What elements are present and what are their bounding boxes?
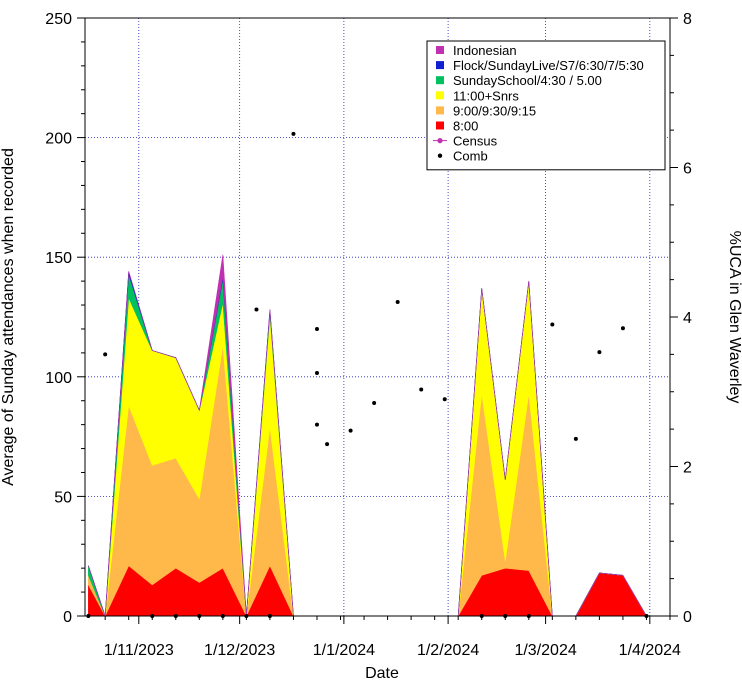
legend-label: 8:00	[453, 119, 478, 134]
y-axis-label: Average of Sunday attendances when recor…	[0, 148, 17, 486]
legend-comb-marker	[437, 153, 443, 158]
legend: IndonesianFlock/SundayLive/S7/6:30/7/5:3…	[426, 40, 666, 171]
legend-label: 11:00+Snrs	[453, 88, 519, 103]
comb-point	[314, 371, 319, 376]
comb-point	[348, 428, 353, 433]
y2-tick-label: 0	[683, 609, 692, 626]
x-tick-label: 1/2/2024	[417, 642, 479, 659]
x-axis-label: Date	[365, 665, 399, 682]
legend-box	[426, 40, 666, 171]
comb-point	[550, 322, 555, 327]
comb-point	[254, 307, 259, 312]
y2-axis-label: %UCA in Glen Waverley	[726, 231, 742, 404]
legend-swatch	[436, 106, 444, 115]
legend-swatch	[436, 91, 444, 100]
legend-label: SundaySchool/4:30 / 5.00	[453, 73, 602, 88]
x-tick-label: 1/11/2023	[104, 642, 174, 659]
y-tick-label: 0	[63, 609, 72, 626]
legend-label: Census	[453, 134, 498, 149]
comb-point	[103, 352, 108, 357]
y-axis-left: 0 50 100 150 200 250	[45, 11, 85, 626]
comb-point	[395, 300, 400, 305]
y-tick-label: 200	[45, 131, 72, 148]
legend-swatch	[436, 121, 444, 130]
legend-census-marker	[437, 138, 443, 144]
legend-label: Indonesian	[453, 43, 517, 58]
y2-tick-label: 4	[683, 310, 692, 327]
legend-swatch	[436, 61, 444, 70]
x-tick-label: 1/4/2024	[619, 642, 681, 659]
legend-label: 9:00/9:30/9:15	[453, 103, 536, 118]
x-axis: 1/11/2023 1/12/2023 1/1/2024 1/2/2024 1/3/20…	[104, 616, 681, 659]
comb-point	[597, 350, 602, 355]
comb-point	[314, 422, 319, 427]
x-tick-label: 1/3/2024	[514, 642, 576, 659]
comb-point	[620, 326, 625, 331]
y2-tick-label: 6	[683, 161, 692, 178]
comb-point	[325, 442, 330, 447]
y-axis-right: 0 2 4 6 8	[670, 11, 692, 626]
comb-point	[314, 326, 319, 331]
comb-point	[372, 400, 377, 405]
legend-label: Comb	[453, 149, 488, 164]
comb-point	[573, 436, 578, 441]
y-tick-label: 150	[45, 250, 72, 267]
y2-tick-label: 2	[683, 460, 692, 477]
x-tick-label: 1/1/2024	[313, 642, 375, 659]
legend-swatch	[436, 76, 444, 85]
comb-point	[291, 131, 296, 136]
y-tick-label: 100	[45, 370, 72, 387]
comb-point	[419, 387, 424, 392]
legend-label: Flock/SundayLive/S7/6:30/7/5:30	[453, 58, 644, 73]
y-tick-label: 50	[54, 489, 72, 506]
y2-tick-label: 8	[683, 11, 692, 28]
legend-swatch	[436, 46, 444, 54]
y-tick-label: 250	[45, 11, 72, 28]
x-tick-label: 1/12/2023	[204, 642, 275, 659]
comb-point	[442, 397, 447, 402]
